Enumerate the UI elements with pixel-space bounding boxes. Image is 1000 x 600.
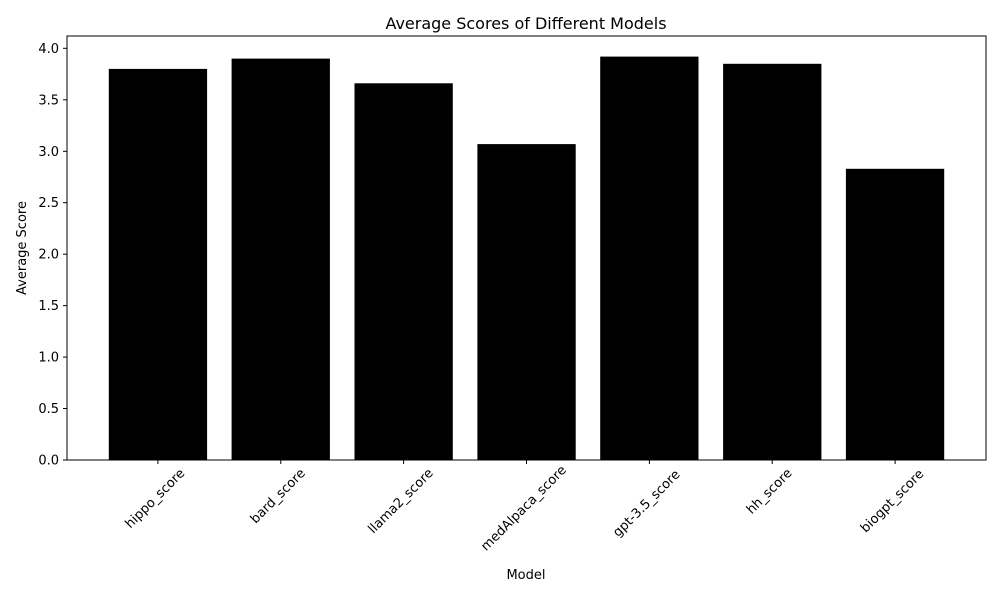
y-tick-label: 1.0 — [38, 351, 59, 366]
y-tick-label: 0.5 — [38, 402, 59, 417]
x-tick-label: hh_score — [744, 466, 796, 518]
x-tick-label: biogpt_score — [858, 467, 927, 536]
y-tick-label: 3.0 — [38, 145, 59, 160]
x-tick-label: hippo_score — [123, 466, 189, 532]
chart-title: Average Scores of Different Models — [385, 14, 666, 33]
y-tick-label: 1.5 — [38, 299, 59, 314]
x-axis-ticks-group: hippo_score bard_score llama2_score medAlpa… — [123, 460, 927, 554]
x-axis-label: Model — [506, 568, 545, 583]
y-tick-label: 2.5 — [38, 196, 59, 211]
y-axis-label: Average Score — [15, 201, 30, 295]
bar-hh_score — [723, 63, 822, 461]
x-tick-label: llama2_score — [366, 466, 437, 537]
x-tick-label: bard_score — [248, 466, 309, 527]
bar-biogpt_score — [845, 168, 945, 461]
bars-group — [108, 56, 945, 461]
bar-gpt-3.5_score — [600, 56, 699, 460]
bar-bard_score — [231, 58, 330, 460]
plot-border — [66, 35, 987, 461]
y-tick-label: 2.0 — [38, 248, 59, 263]
bar-llama2_score — [354, 83, 453, 461]
bar-hippo_score — [108, 68, 208, 461]
x-tick-label: gpt-3.5_score — [610, 467, 683, 540]
y-tick-label: 3.5 — [38, 93, 59, 108]
y-tick-label: 0.0 — [38, 454, 59, 469]
y-axis-ticks-group: 0.0 0.5 1.0 1.5 2.0 2.5 3.0 3.5 4.0 — [38, 42, 67, 469]
bar-medAlpaca_score — [477, 144, 576, 460]
y-tick-label: 4.0 — [38, 42, 59, 57]
x-tick-label: medAlpaca_score — [478, 463, 569, 554]
